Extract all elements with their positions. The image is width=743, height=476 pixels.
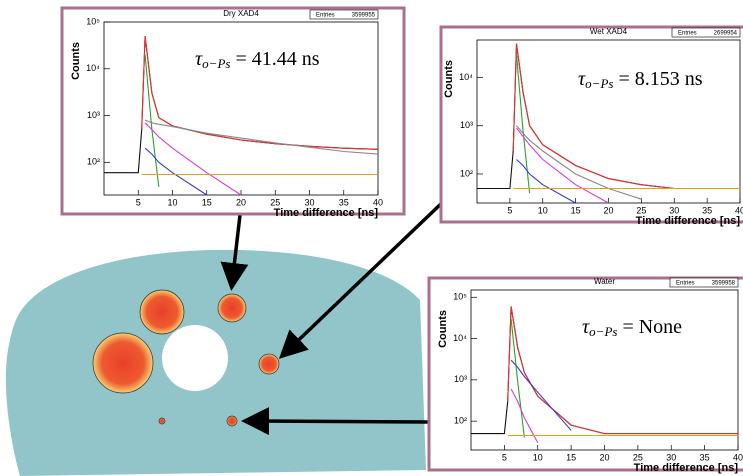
x-tick-label: 5 — [502, 452, 507, 462]
y-axis-label: Counts — [437, 310, 449, 348]
x-tick-label: 25 — [270, 197, 280, 207]
x-tick-label: 10 — [538, 205, 548, 215]
x-tick-label: 35 — [339, 197, 349, 207]
y-tick-label: 10³ — [454, 374, 467, 384]
chart-panel: Dry XAD4 Entries 3599955 Time difference [n… — [62, 8, 404, 219]
stats-value: 3599958 — [712, 281, 736, 287]
y-axis-label: Counts — [70, 42, 82, 80]
x-tick-label: 30 — [304, 197, 314, 207]
x-tick-label: 20 — [599, 452, 609, 462]
stats-value: 2699954 — [714, 31, 738, 37]
annotation-subscript: o−Ps — [202, 56, 230, 71]
x-tick-label: 15 — [202, 197, 212, 207]
y-tick-label: 10⁵ — [453, 292, 467, 302]
x-axis-label: Time difference [ns] — [634, 462, 739, 474]
x-tick-label: 35 — [702, 205, 712, 215]
x-axis-label: Time difference [ns] — [636, 215, 741, 227]
y-tick-label: 10⁵ — [86, 16, 100, 26]
y-tick-label: 10² — [454, 416, 467, 426]
x-tick-label: 40 — [373, 197, 383, 207]
x-axis-label: Time difference [ns] — [274, 207, 379, 219]
annotation-subscript: o−Ps — [589, 324, 617, 339]
x-tick-label: 10 — [533, 452, 543, 462]
stats-label: Entries — [678, 31, 697, 37]
panel-frame — [62, 8, 404, 214]
x-tick-label: 15 — [566, 452, 576, 462]
x-tick-label: 10 — [167, 197, 177, 207]
x-tick-label: 40 — [733, 452, 743, 462]
x-tick-label: 20 — [236, 197, 246, 207]
y-tick-label: 10⁴ — [453, 333, 467, 343]
figure: Dry XAD4 Entries 3599955 Time difference [n… — [0, 0, 743, 476]
x-tick-label: 5 — [507, 205, 512, 215]
y-axis-label: Counts — [443, 60, 455, 98]
chart-title: Water — [594, 277, 615, 286]
panel-frame — [429, 278, 743, 470]
x-tick-label: 15 — [571, 205, 581, 215]
x-tick-label: 25 — [636, 205, 646, 215]
annotation-subscript: o−Ps — [585, 76, 613, 91]
y-tick-label: 10² — [460, 168, 473, 178]
stats-value: 3599955 — [352, 13, 376, 19]
x-tick-label: 25 — [633, 452, 643, 462]
stats-label: Entries — [316, 13, 335, 19]
annotation-text: = None — [622, 316, 682, 338]
x-tick-label: 35 — [700, 452, 710, 462]
chart-title: Dry XAD4 — [223, 9, 259, 18]
x-tick-label: 30 — [669, 205, 679, 215]
y-tick-label: 10⁴ — [86, 63, 100, 73]
y-tick-label: 10³ — [87, 110, 100, 120]
y-tick-label: 10³ — [460, 120, 473, 130]
x-tick-label: 20 — [603, 205, 613, 215]
x-tick-label: 30 — [666, 452, 676, 462]
y-tick-label: 10⁴ — [459, 72, 473, 82]
y-tick-label: 10² — [87, 157, 100, 167]
chart-title: Wet XAD4 — [590, 27, 628, 36]
annotation-text: = 8.153 ns — [618, 68, 702, 90]
chart-panel: Wet XAD4 Entries 2699954 Time difference [n… — [441, 27, 743, 227]
annotation-text: = 41.44 ns — [235, 48, 319, 70]
x-tick-label: 5 — [136, 197, 141, 207]
phantom — [6, 250, 426, 476]
x-tick-label: 40 — [735, 205, 743, 215]
panel-frame — [441, 27, 743, 222]
chart-panel: Water Entries 3599958 Time difference [ns] C… — [429, 277, 743, 474]
stats-label: Entries — [676, 281, 695, 287]
